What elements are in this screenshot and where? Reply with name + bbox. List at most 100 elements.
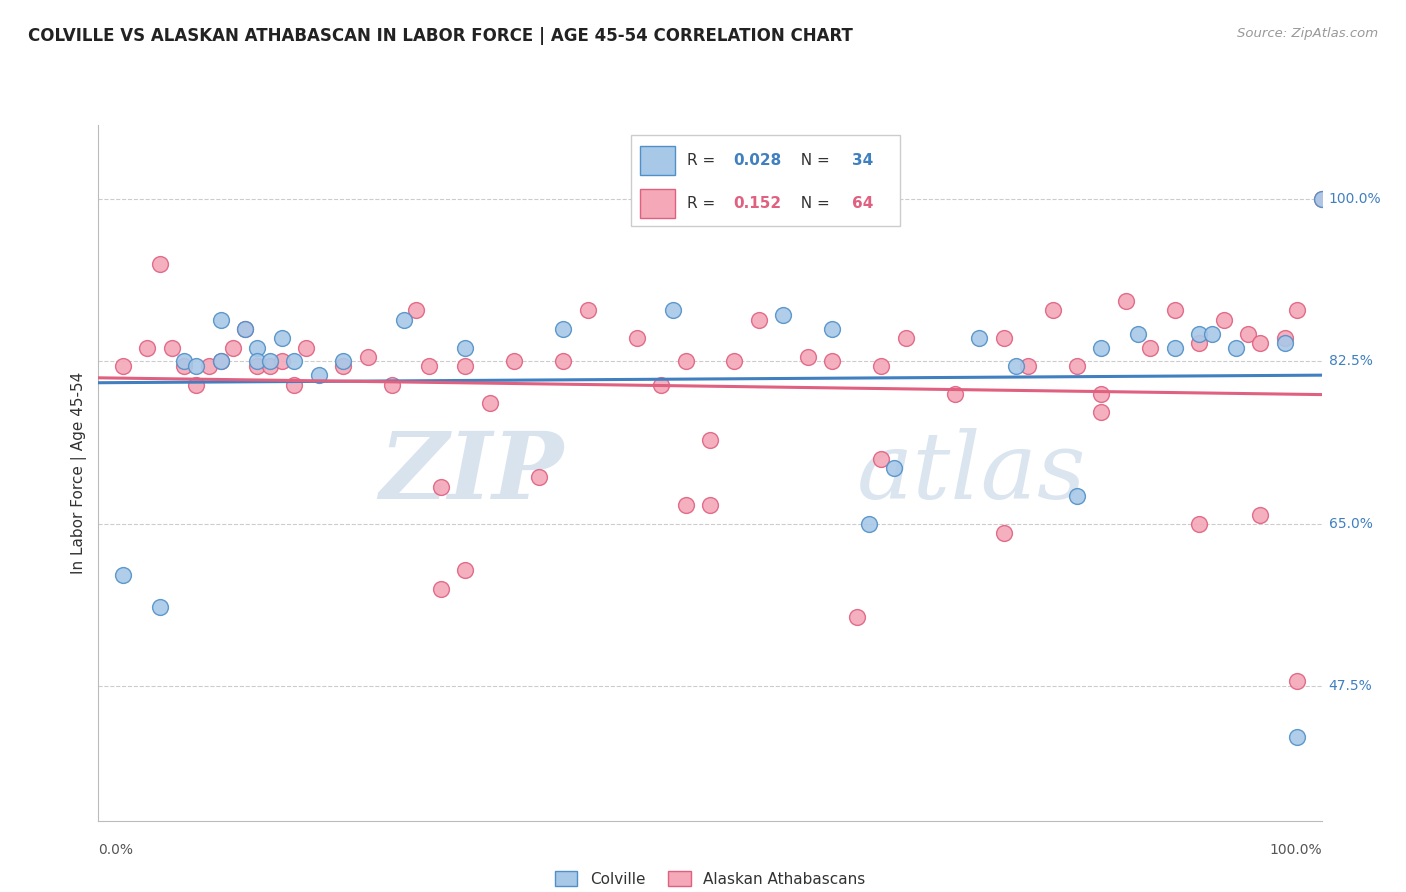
Point [797,350,820,364]
Point [233,322,256,336]
Point [173,359,195,373]
Point [283,377,305,392]
Point [870,451,893,466]
Point [149,257,172,271]
Point [392,312,416,326]
Point [418,359,440,373]
Point [233,322,256,336]
Point [699,434,721,448]
Point [967,331,990,345]
Point [430,480,453,494]
Point [1249,335,1271,350]
Point [883,461,905,475]
Text: 64: 64 [852,195,873,211]
Point [1286,730,1309,744]
Text: COLVILLE VS ALASKAN ATHABASCAN IN LABOR FORCE | AGE 45-54 CORRELATION CHART: COLVILLE VS ALASKAN ATHABASCAN IN LABOR … [28,27,853,45]
Point [845,609,868,624]
Point [576,303,599,318]
Point [1164,341,1187,355]
Point [332,359,354,373]
Point [283,354,305,368]
Point [209,354,232,368]
Point [675,354,697,368]
Point [1188,516,1211,531]
Point [405,303,427,318]
Text: 34: 34 [852,153,873,169]
Point [259,359,281,373]
Point [1310,192,1333,206]
Point [1286,674,1309,689]
Point [699,498,721,512]
Text: R =: R = [686,195,720,211]
Point [1042,303,1064,318]
Point [1139,341,1161,355]
Point [246,341,269,355]
Point [1128,326,1150,341]
Point [772,308,794,322]
Point [160,341,183,355]
Point [748,312,770,326]
Point [821,354,844,368]
Point [149,600,172,615]
Point [173,354,195,368]
Point [1066,489,1088,503]
Point [454,341,477,355]
Point [1004,359,1026,373]
Point [1017,359,1039,373]
Text: ZIP: ZIP [380,428,564,517]
Point [723,354,745,368]
Point [295,341,318,355]
Point [675,498,697,512]
Point [821,322,844,336]
Point [1090,405,1112,419]
Point [993,331,1015,345]
Point [454,359,477,373]
Point [1286,303,1309,318]
Y-axis label: In Labor Force | Age 45-54: In Labor Force | Age 45-54 [72,372,87,574]
Point [356,350,378,364]
Legend: Colville, Alaskan Athabascans: Colville, Alaskan Athabascans [548,865,872,892]
Point [870,359,893,373]
Point [197,359,219,373]
Text: Source: ZipAtlas.com: Source: ZipAtlas.com [1237,27,1378,40]
Point [662,303,685,318]
Text: 100.0%: 100.0% [1329,192,1381,206]
Point [1090,387,1112,401]
Point [943,387,966,401]
Point [270,331,294,345]
Point [1066,359,1088,373]
Text: atlas: atlas [856,428,1087,517]
Point [1274,331,1296,345]
Point [1090,341,1112,355]
Point [553,354,575,368]
Point [478,396,501,410]
Point [186,377,208,392]
Point [650,377,672,392]
Point [1188,326,1211,341]
Point [1237,326,1260,341]
Point [308,368,330,383]
Point [111,567,134,582]
Text: 100.0%: 100.0% [1270,843,1322,857]
Point [270,354,294,368]
Point [1310,192,1333,206]
Text: 47.5%: 47.5% [1329,679,1372,693]
Point [209,312,232,326]
FancyBboxPatch shape [630,136,900,226]
Point [527,470,550,484]
Point [136,341,159,355]
Text: 82.5%: 82.5% [1329,354,1372,368]
Point [332,354,354,368]
Point [1274,335,1296,350]
FancyBboxPatch shape [640,189,675,218]
Point [454,563,477,577]
Point [111,359,134,373]
Point [894,331,917,345]
Point [626,331,648,345]
Point [381,377,404,392]
Point [1249,508,1271,522]
Point [1188,335,1211,350]
Text: 0.028: 0.028 [734,153,782,169]
Point [259,354,281,368]
Text: 0.152: 0.152 [734,195,782,211]
